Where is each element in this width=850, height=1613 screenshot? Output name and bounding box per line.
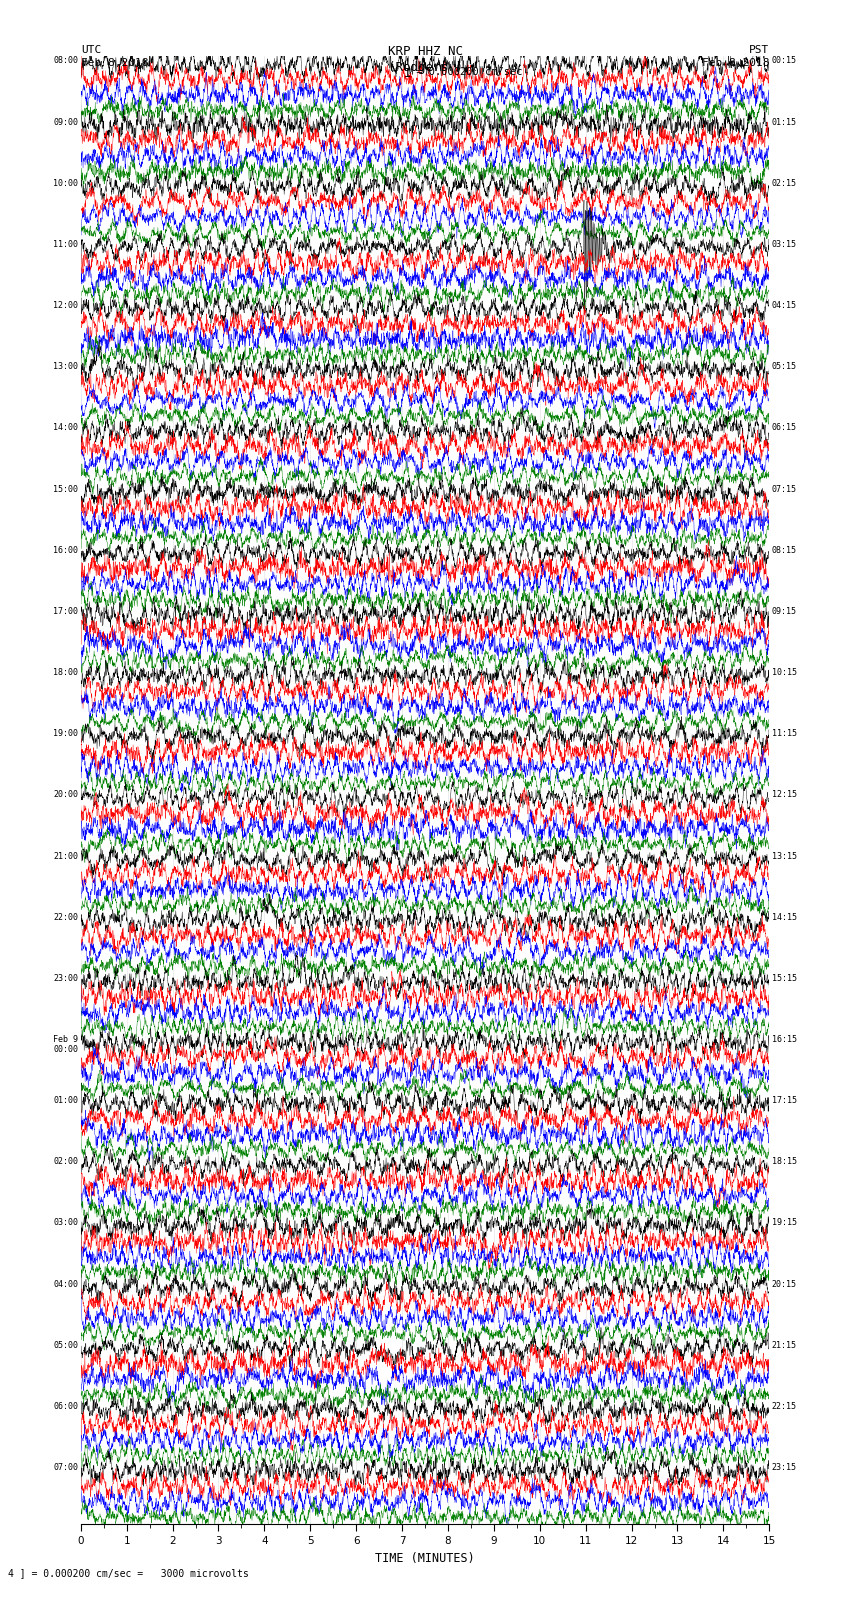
Text: 05:15: 05:15 [772, 363, 796, 371]
Text: 16:15: 16:15 [772, 1036, 796, 1044]
Text: 14:15: 14:15 [772, 913, 796, 921]
Text: 03:15: 03:15 [772, 240, 796, 248]
Text: 11:00: 11:00 [54, 240, 78, 248]
Text: 13:00: 13:00 [54, 363, 78, 371]
Text: 15:15: 15:15 [772, 974, 796, 982]
Text: 10:15: 10:15 [772, 668, 796, 677]
X-axis label: TIME (MINUTES): TIME (MINUTES) [375, 1552, 475, 1565]
Text: 20:15: 20:15 [772, 1279, 796, 1289]
Text: 01:15: 01:15 [772, 118, 796, 126]
Text: 23:00: 23:00 [54, 974, 78, 982]
Text: 17:15: 17:15 [772, 1097, 796, 1105]
Text: 14:00: 14:00 [54, 424, 78, 432]
Text: 01:00: 01:00 [54, 1097, 78, 1105]
Text: 09:15: 09:15 [772, 606, 796, 616]
Text: 09:00: 09:00 [54, 118, 78, 126]
Text: 05:00: 05:00 [54, 1340, 78, 1350]
Text: 13:15: 13:15 [772, 852, 796, 860]
Text: UTC
Feb 8,2018: UTC Feb 8,2018 [81, 45, 148, 68]
Text: 04:00: 04:00 [54, 1279, 78, 1289]
Text: 08:00: 08:00 [54, 56, 78, 66]
Text: 04:15: 04:15 [772, 302, 796, 310]
Text: 23:15: 23:15 [772, 1463, 796, 1473]
Text: Feb 9
00:00: Feb 9 00:00 [54, 1036, 78, 1053]
Text: 08:15: 08:15 [772, 545, 796, 555]
Text: 22:00: 22:00 [54, 913, 78, 921]
Text: 03:00: 03:00 [54, 1218, 78, 1227]
Text: 4 ] = 0.000200 cm/sec =   3000 microvolts: 4 ] = 0.000200 cm/sec = 3000 microvolts [8, 1568, 249, 1578]
Text: 18:00: 18:00 [54, 668, 78, 677]
Text: 21:00: 21:00 [54, 852, 78, 860]
Text: 02:00: 02:00 [54, 1158, 78, 1166]
Text: 10:00: 10:00 [54, 179, 78, 187]
Text: PST
Feb 8,2018: PST Feb 8,2018 [702, 45, 769, 68]
Text: 12:00: 12:00 [54, 302, 78, 310]
Text: 16:00: 16:00 [54, 545, 78, 555]
Text: 11:15: 11:15 [772, 729, 796, 739]
Text: 19:00: 19:00 [54, 729, 78, 739]
Text: 02:15: 02:15 [772, 179, 796, 187]
Text: 20:00: 20:00 [54, 790, 78, 800]
Text: 07:00: 07:00 [54, 1463, 78, 1473]
Text: 22:15: 22:15 [772, 1402, 796, 1411]
Text: 06:15: 06:15 [772, 424, 796, 432]
Text: 00:15: 00:15 [772, 56, 796, 66]
Text: 17:00: 17:00 [54, 606, 78, 616]
Text: 18:15: 18:15 [772, 1158, 796, 1166]
Text: 07:15: 07:15 [772, 484, 796, 494]
Text: 21:15: 21:15 [772, 1340, 796, 1350]
Text: 15:00: 15:00 [54, 484, 78, 494]
Text: KRP HHZ NC
(Rodgers ): KRP HHZ NC (Rodgers ) [388, 45, 462, 74]
Text: = 0.000200 cm/sec: = 0.000200 cm/sec [410, 66, 522, 77]
Text: I: I [404, 66, 411, 81]
Text: 12:15: 12:15 [772, 790, 796, 800]
Text: 19:15: 19:15 [772, 1218, 796, 1227]
Text: 06:00: 06:00 [54, 1402, 78, 1411]
